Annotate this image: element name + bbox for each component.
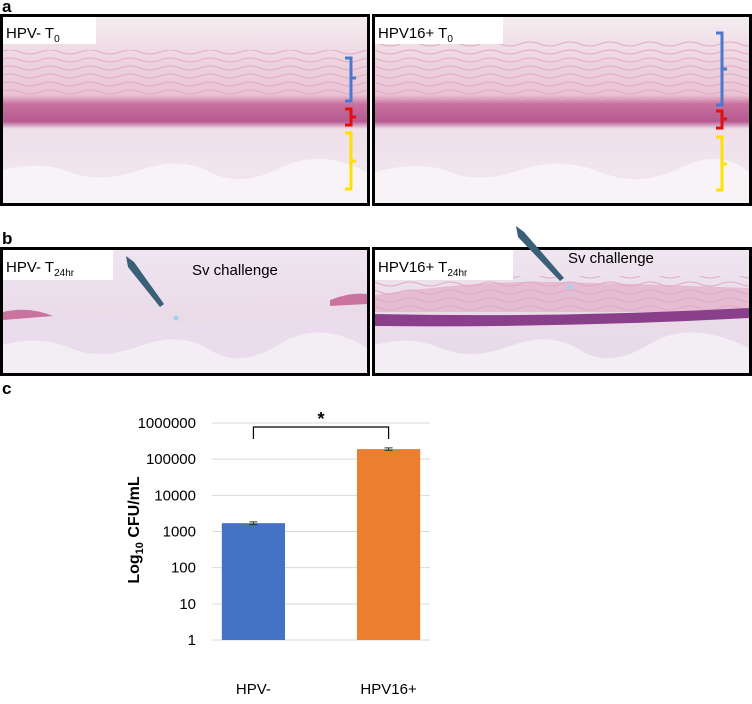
error-bar <box>249 521 258 526</box>
y-tick-label: 1000 <box>163 524 196 541</box>
image-label: HPV16+ T0 <box>378 25 453 45</box>
image-panel: HPV16+ T0 <box>372 14 752 206</box>
error-bar <box>384 447 393 451</box>
image-panel: HPV- T0 <box>0 14 370 206</box>
image-panel: Sv challenge HPV16+ T24hr <box>372 226 752 376</box>
y-tick-label: 10 <box>179 596 196 613</box>
significance-label: * <box>317 409 324 429</box>
y-tick-label: 1 <box>188 632 196 649</box>
chart: 1 10 100 1000 10000 100000 1000000 HPV- HPV16+ * <box>138 409 430 698</box>
image-label: HPV- T24hr <box>6 259 75 279</box>
significance-bracket <box>252 426 390 439</box>
y-tick-label: 1000000 <box>138 415 196 432</box>
x-tick-label: HPV- <box>236 681 271 698</box>
panel-label: a <box>2 0 12 16</box>
y-tick-label: 100000 <box>146 451 196 468</box>
bar <box>221 523 286 640</box>
annotation: Sv challenge <box>568 250 654 267</box>
x-tick-label: HPV16+ <box>360 681 417 698</box>
panel-label: b <box>2 229 12 248</box>
image-label: HPV- T0 <box>6 25 60 45</box>
y-axis-label: Log10 CFU/mL <box>126 476 146 584</box>
bar <box>356 449 421 640</box>
image-label: HPV16+ T24hr <box>378 259 468 279</box>
y-tick-label: 10000 <box>154 487 196 504</box>
y-tick-label: 100 <box>171 560 196 577</box>
panel-label: c <box>2 379 11 398</box>
image-panel: Sv challenge HPV- T24hr <box>0 247 370 376</box>
annotation: Sv challenge <box>192 262 278 279</box>
